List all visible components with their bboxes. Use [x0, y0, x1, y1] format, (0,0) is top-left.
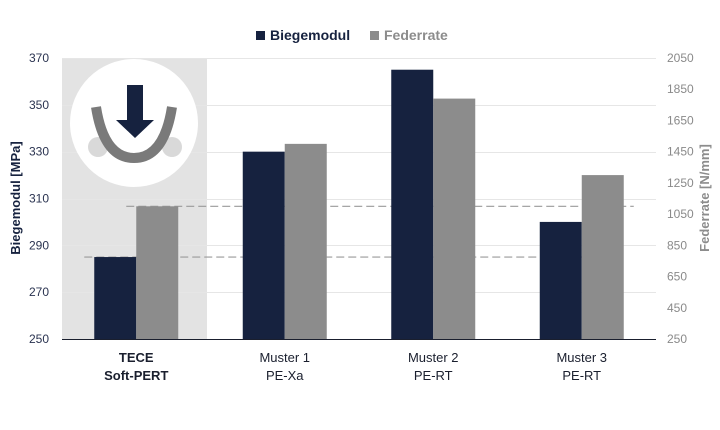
bar-federrate	[136, 206, 179, 339]
legend-swatch-biegemodul	[256, 31, 265, 40]
right-tick-label: 1850	[667, 82, 694, 96]
right-tick-label: 2050	[667, 51, 694, 65]
left-tick-label: 350	[29, 98, 49, 112]
right-tick-label: 850	[667, 238, 687, 252]
left-tick-label: 310	[29, 192, 49, 206]
legend: Biegemodul Federrate	[256, 27, 448, 43]
right-axis-ticks: 250 450 650 850 1050 1250 1450 1650 1850 2050	[667, 51, 694, 346]
right-tick-label: 450	[667, 301, 687, 315]
legend-swatch-federrate	[370, 31, 379, 40]
left-tick-label: 330	[29, 145, 49, 159]
category-label: Muster 3	[556, 350, 607, 365]
right-tick-label: 1450	[667, 145, 694, 159]
legend-label-biegemodul: Biegemodul	[270, 27, 350, 43]
right-axis-title: Federrate [N/mm]	[697, 144, 712, 252]
category-label: Soft-PERT	[104, 368, 168, 383]
legend-label-federrate: Federrate	[384, 27, 448, 43]
category-label: PE-RT	[414, 368, 453, 383]
right-tick-label: 250	[667, 332, 687, 346]
left-tick-label: 290	[29, 238, 49, 252]
right-tick-label: 650	[667, 270, 687, 284]
right-tick-label: 1250	[667, 176, 694, 190]
category-label: PE-RT	[562, 368, 601, 383]
category-label: PE-Xa	[266, 368, 304, 383]
bar-federrate	[284, 143, 327, 339]
category-label: Muster 1	[259, 350, 310, 365]
bar-biegemodul	[539, 221, 582, 339]
bar-federrate	[581, 175, 624, 339]
right-tick-label: 1050	[667, 207, 694, 221]
pipe-bending-arrow-icon	[70, 59, 198, 187]
category-label: TECE	[119, 350, 154, 365]
left-axis-title: Biegemodul [MPa]	[8, 141, 23, 254]
left-tick-label: 250	[29, 332, 49, 346]
category-labels: TECE Soft-PERT Muster 1 PE-Xa Muster 2 PE-RT M…	[104, 350, 607, 383]
bars	[94, 69, 624, 339]
left-tick-label: 370	[29, 51, 49, 65]
category-label: Muster 2	[408, 350, 459, 365]
bar-biegemodul	[391, 69, 434, 339]
left-tick-label: 270	[29, 285, 49, 299]
bar-biegemodul	[242, 151, 285, 339]
left-axis-ticks: 250 270 290 310 330 350 370	[29, 51, 49, 346]
bar-federrate	[433, 98, 476, 339]
bar-biegemodul	[94, 257, 137, 339]
right-tick-label: 1650	[667, 113, 694, 127]
